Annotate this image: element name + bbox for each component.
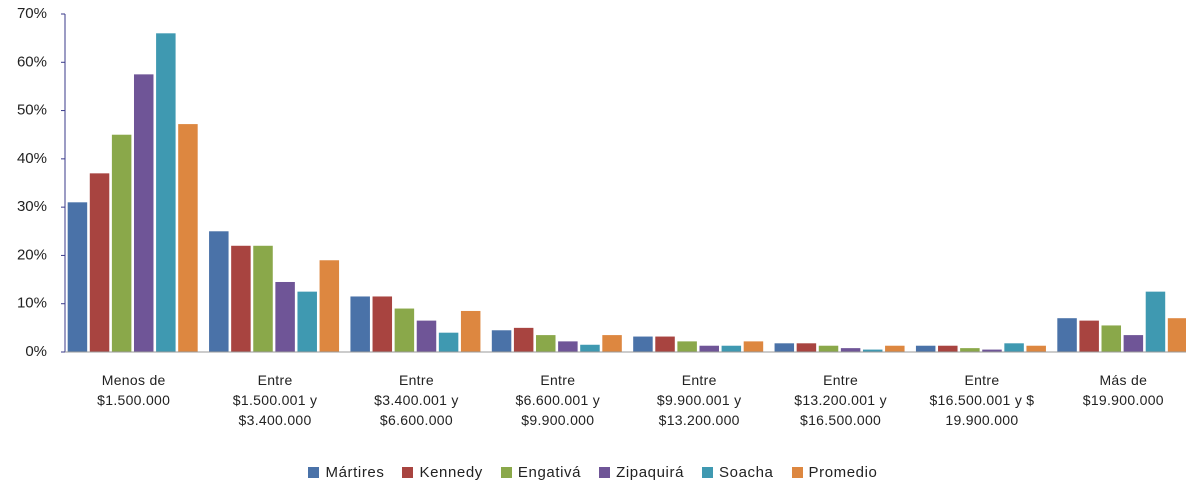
legend-item: Promedio (791, 464, 878, 481)
bar (156, 33, 176, 353)
bar (655, 336, 675, 352)
bar (536, 335, 556, 352)
x-tick-label: Entre $16.500.001 y $ 19.900.000 (929, 372, 1035, 428)
bar (297, 291, 317, 352)
bar (67, 202, 88, 352)
bar (840, 348, 861, 352)
bar (796, 343, 817, 352)
y-tick-label: 0% (25, 343, 47, 360)
legend-swatch (402, 467, 414, 478)
x-tick-label: Más de $19.900.000 (1082, 372, 1164, 408)
bar (721, 345, 742, 352)
bar (491, 330, 512, 352)
y-tick-label: 20% (17, 246, 47, 263)
bar (915, 345, 936, 352)
bar (209, 231, 229, 352)
bar (885, 345, 905, 352)
y-tick-label: 10% (17, 295, 47, 312)
bar (633, 336, 653, 352)
bar (1057, 318, 1077, 352)
bar (699, 345, 719, 352)
bar (231, 245, 251, 352)
bar (862, 349, 883, 352)
x-tick-label: Menos de $1.500.000 (97, 372, 171, 408)
bar (1145, 291, 1166, 352)
bar (677, 341, 697, 352)
legend-swatch (308, 467, 320, 478)
y-tick-label: 40% (17, 150, 47, 167)
bar (1004, 343, 1024, 352)
bar (818, 345, 839, 352)
bar (178, 124, 198, 352)
legend-swatch (791, 467, 803, 478)
bar (394, 308, 415, 352)
x-tick-label: Entre $3.400.001 y $6.600.000 (374, 372, 459, 428)
bar (416, 320, 437, 352)
bar (1167, 318, 1186, 352)
y-tick-label: 70% (17, 5, 47, 22)
bar (1101, 325, 1122, 352)
bar (1079, 320, 1099, 352)
bar (133, 74, 154, 352)
y-tick-label: 60% (17, 53, 47, 70)
legend-label: Kennedy (419, 464, 483, 481)
bar (275, 281, 295, 352)
bar (580, 344, 600, 352)
bar (460, 310, 481, 352)
legend-swatch (599, 467, 611, 478)
bar (111, 134, 132, 352)
legend: Mártires Kennedy Engativá Zipaquirá Soacha Pr… (0, 464, 1186, 481)
bar (558, 341, 578, 352)
legend-item: Mártires (308, 464, 384, 481)
bar (1123, 335, 1144, 352)
legend-label: Engativá (517, 464, 582, 481)
bar (982, 349, 1002, 352)
legend-label: Promedio (808, 464, 878, 481)
legend-item: Soacha (702, 464, 773, 481)
bar (89, 173, 110, 352)
bar (319, 260, 340, 352)
legend-item: Zipaquirá (599, 464, 684, 481)
x-tick-label: Entre $6.600.001 y $9.900.000 (515, 372, 601, 428)
legend-label: Soacha (719, 464, 774, 481)
legend-swatch (702, 467, 714, 478)
bar (513, 327, 534, 352)
legend-swatch (500, 467, 512, 478)
x-tick-label: Entre $1.500.001 y $3.400.000 (232, 372, 318, 428)
legend-label: Mártires (325, 464, 385, 481)
bar (1026, 345, 1046, 352)
x-tick-label: Entre $13.200.001 y $16.500.000 (794, 372, 887, 428)
y-tick-label: 30% (17, 198, 47, 215)
bar (774, 343, 795, 352)
y-tick-label: 50% (17, 102, 47, 119)
legend-item: Engativá (500, 464, 582, 481)
bar (438, 332, 459, 352)
bar (602, 335, 622, 352)
bar (350, 296, 370, 352)
bar (960, 348, 980, 352)
legend-item: Kennedy (402, 464, 482, 481)
bar (938, 345, 958, 352)
bar (372, 296, 393, 352)
legend-label: Zipaquirá (616, 464, 685, 481)
x-tick-label: Entre $9.900.001 y $13.200.000 (656, 372, 742, 428)
bar (743, 341, 764, 352)
bar (253, 245, 273, 352)
